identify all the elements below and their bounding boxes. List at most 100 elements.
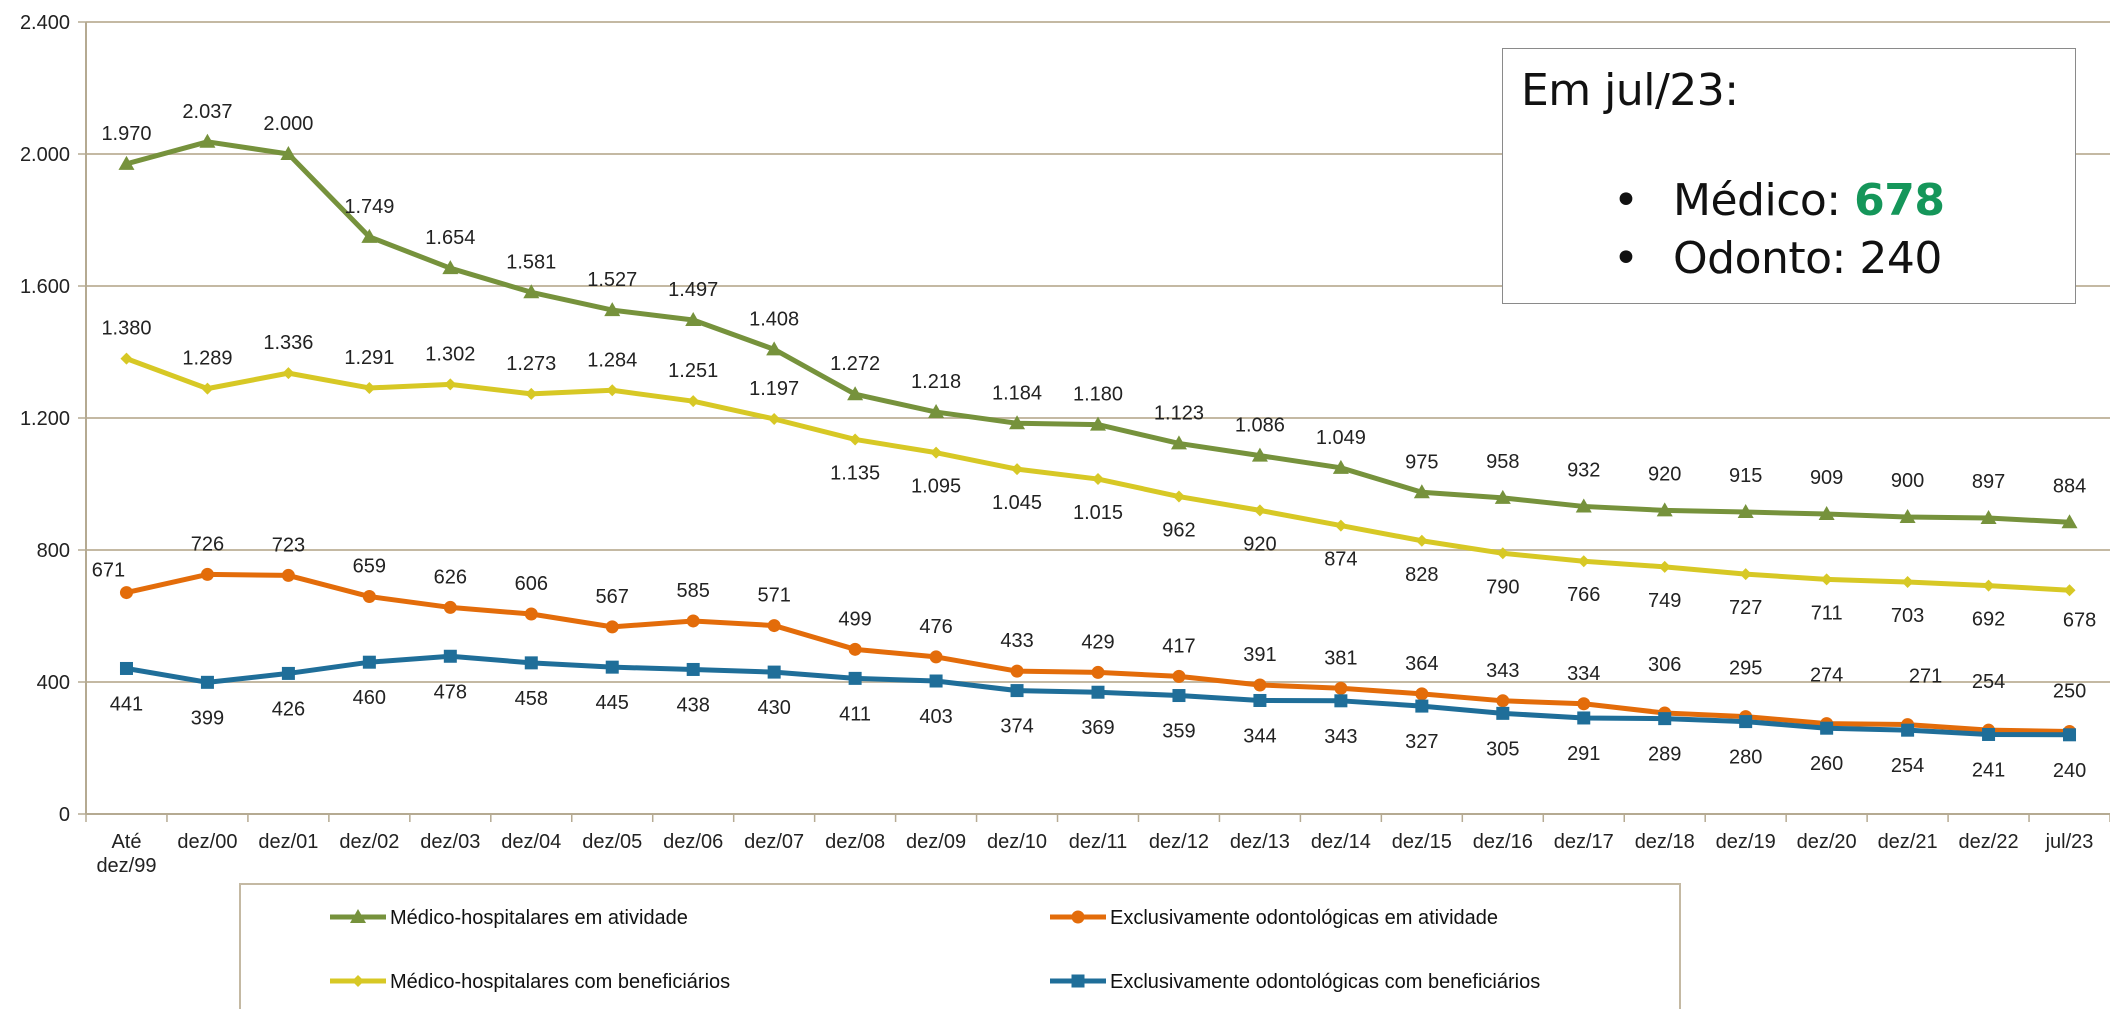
data-point — [1577, 697, 1591, 711]
x-tick-label: dez/20 — [1797, 831, 1857, 853]
data-label: 426 — [272, 698, 305, 720]
x-tick-label: dez/11 — [1069, 831, 1128, 853]
data-point — [1091, 685, 1105, 699]
data-label: 606 — [515, 573, 548, 595]
data-label: 585 — [677, 580, 710, 602]
data-label: 900 — [1891, 470, 1924, 492]
data-point — [1172, 490, 1185, 503]
data-point — [1253, 678, 1267, 692]
data-label: 403 — [919, 706, 952, 728]
data-point — [1334, 519, 1347, 532]
legend-label: Médico-hospitalares com beneficiários — [390, 971, 730, 993]
data-label: 399 — [191, 707, 224, 729]
callout-item-label: Médico: — [1673, 175, 1855, 226]
data-point — [1092, 473, 1104, 486]
data-point — [1332, 459, 1349, 474]
data-point — [2063, 728, 2077, 742]
data-point — [363, 381, 376, 394]
data-point — [1010, 684, 1024, 698]
data-point — [523, 284, 540, 299]
data-point — [1899, 509, 1916, 523]
callout-title: Em jul/23: — [1521, 65, 1739, 116]
data-label: 671 — [92, 560, 125, 582]
data-point — [1739, 568, 1752, 581]
data-point — [604, 302, 621, 317]
x-tick-label: dez/10 — [987, 831, 1047, 853]
x-tick-label: dez/03 — [420, 831, 480, 853]
data-point — [282, 367, 295, 380]
data-label: 445 — [596, 692, 629, 714]
data-point — [119, 661, 133, 675]
data-label: 1.380 — [101, 318, 151, 340]
data-point — [1818, 506, 1835, 521]
data-label: 478 — [434, 681, 467, 703]
y-tick-label: 1.200 — [20, 408, 70, 430]
data-point — [1091, 665, 1105, 679]
data-point — [767, 665, 781, 679]
data-point — [685, 311, 702, 326]
data-point — [848, 671, 862, 685]
y-tick-label: 0 — [59, 804, 70, 826]
data-label: 1.336 — [263, 332, 313, 354]
data-point — [1415, 534, 1428, 547]
data-point — [442, 260, 459, 275]
data-label: 1.408 — [749, 308, 799, 330]
data-label: 1.289 — [182, 348, 232, 370]
x-tick-label: dez/13 — [1230, 831, 1290, 853]
data-label: 240 — [2053, 760, 2086, 782]
data-label: 2.037 — [182, 101, 232, 123]
data-point — [281, 666, 295, 680]
data-label: 359 — [1162, 721, 1195, 743]
data-point — [1413, 484, 1430, 499]
data-label: 430 — [757, 697, 790, 719]
data-point — [1820, 573, 1833, 586]
data-label: 429 — [1081, 631, 1114, 653]
legend-item: Médico-hospitalares em atividade — [330, 907, 688, 929]
data-label: 659 — [353, 556, 386, 578]
data-label: 567 — [596, 586, 629, 608]
data-label: 692 — [1972, 609, 2005, 631]
data-point — [1496, 706, 1510, 720]
series-4 — [119, 649, 2077, 742]
legend: Médico-hospitalares em atividade Médico-h… — [239, 883, 1681, 1009]
data-label: 291 — [1567, 743, 1600, 765]
data-point — [443, 649, 457, 663]
x-tick-label: dez/04 — [501, 831, 561, 853]
data-label: 1.272 — [830, 353, 880, 375]
data-point — [1820, 721, 1834, 735]
data-point — [1982, 727, 1996, 741]
x-tick-label: dez/19 — [1716, 831, 1776, 853]
y-tick-label: 2.000 — [20, 144, 70, 166]
data-point — [768, 412, 781, 425]
data-label: 1.302 — [425, 343, 475, 365]
data-point — [200, 567, 214, 581]
legend-label: Exclusivamente odontológicas em atividad… — [1110, 907, 1498, 929]
data-label: 920 — [1648, 463, 1681, 485]
data-point — [766, 341, 783, 356]
data-point — [199, 133, 216, 148]
data-label: 280 — [1729, 747, 1762, 769]
data-point — [1009, 415, 1026, 430]
data-labels: 1.970 2.037 2.000 1.749 1.654 1.581 1.527 1.497… — [92, 101, 2096, 782]
data-label: 476 — [919, 616, 952, 638]
data-label: 920 — [1243, 533, 1276, 555]
data-label: 726 — [191, 533, 224, 555]
callout-item-odonto: • Odonto: 240 — [1613, 233, 1942, 284]
data-point — [1980, 509, 1997, 524]
data-point — [1577, 555, 1590, 568]
data-point — [1982, 579, 1995, 592]
data-label: 1.527 — [587, 269, 637, 291]
data-point — [606, 384, 619, 397]
data-label: 369 — [1081, 717, 1114, 739]
data-label: 828 — [1405, 564, 1438, 586]
data-label: 344 — [1243, 725, 1276, 747]
data-label: 306 — [1648, 654, 1681, 676]
data-point — [361, 228, 378, 243]
data-label: 441 — [110, 693, 143, 715]
data-point — [280, 146, 297, 160]
data-label: 343 — [1324, 726, 1357, 748]
data-label: 790 — [1486, 576, 1519, 598]
data-label: 749 — [1648, 590, 1681, 612]
data-point — [2063, 584, 2076, 597]
data-label: 305 — [1486, 738, 1519, 760]
